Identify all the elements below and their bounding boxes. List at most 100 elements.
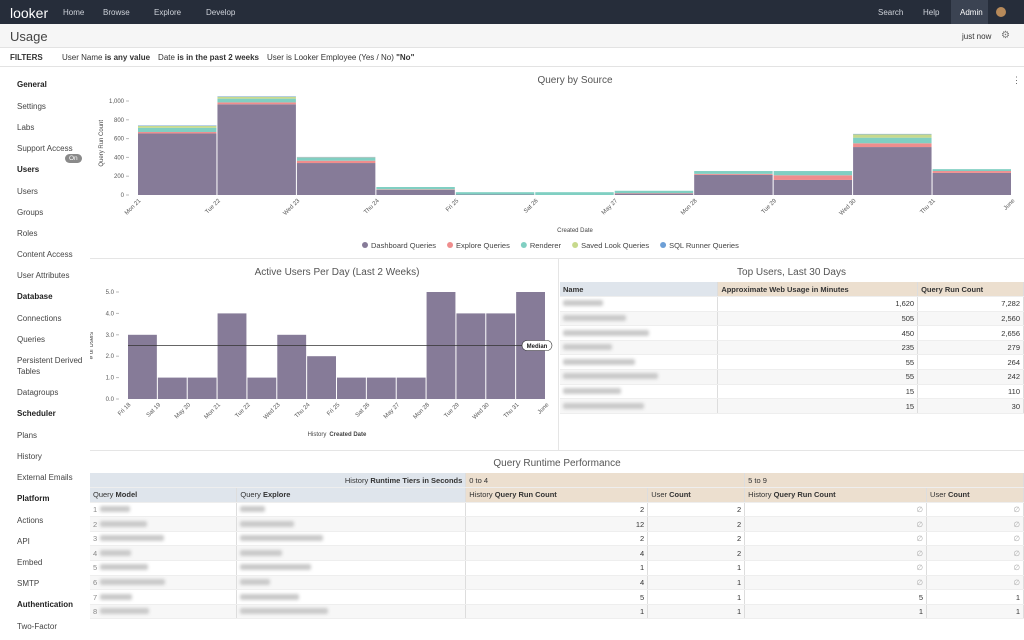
sidebar-link[interactable]: Roles [17, 228, 87, 249]
bar-segment [217, 102, 296, 105]
sidebar-link[interactable]: History [17, 451, 87, 472]
top-users-panel: Top Users, Last 30 Days Name Approximate … [559, 259, 1024, 450]
x-tick-label: Mon 21 [204, 402, 223, 421]
sidebar-link[interactable]: Datagroups [17, 387, 87, 408]
y-tick-label: 2.0 [106, 354, 115, 360]
section-title: Scheduler [17, 409, 56, 418]
number-cell: 15 [717, 384, 919, 400]
blurred-model [100, 549, 132, 556]
column-header[interactable]: History Query Run Count [744, 487, 928, 503]
y-tick-label: 1.0 [106, 376, 115, 382]
column-header[interactable]: User Count [647, 487, 746, 503]
column-header[interactable]: Query Explore [236, 487, 467, 503]
column-view: User [651, 490, 668, 500]
top-users-table: Name Approximate Web Usage in Minutes Quer… [560, 282, 1024, 414]
row: 235 279 [560, 340, 1024, 356]
y-axis-label: Query Run Count [99, 120, 105, 167]
column-header[interactable]: Query Model [90, 487, 238, 503]
name-cell [560, 398, 719, 414]
panel-title: Query Runtime Performance [493, 458, 621, 469]
column-header[interactable]: History Query Run Count [465, 487, 649, 503]
x-axis-label-part: Created Date [329, 432, 367, 438]
nav-link[interactable]: Explore [154, 8, 182, 17]
sidebar-link[interactable]: Groups [17, 207, 87, 228]
filter-item[interactable]: User Name is any value [62, 53, 150, 62]
sidebar-link[interactable]: Two-Factor [17, 621, 87, 640]
number-cell: 2 [465, 502, 649, 518]
runtime-panel: Query Runtime Performance History Runtim… [90, 451, 1024, 640]
sidebar-link[interactable]: Content Access [17, 249, 87, 270]
model-cell: 6 [90, 575, 238, 591]
x-tick-label: Sat 19 [146, 402, 163, 419]
nav-link[interactable]: Home [63, 8, 85, 17]
nav-link[interactable]: Develop [206, 8, 236, 17]
avatar[interactable] [996, 7, 1006, 17]
number-cell: 2 [647, 545, 746, 562]
sidebar-link[interactable]: Settings [17, 101, 87, 122]
sidebar-link[interactable]: External Emails [17, 472, 87, 493]
explore-cell [236, 560, 467, 576]
y-tick-label: 4.0 [106, 311, 115, 317]
explore-cell [236, 531, 467, 547]
number-cell: 1 [647, 560, 746, 576]
sidebar-link[interactable]: API [17, 536, 87, 557]
sidebar-link[interactable]: Support Access On [17, 143, 87, 164]
legend-label: Explore Queries [456, 241, 510, 250]
bar-segment [853, 147, 932, 195]
column-header[interactable]: User Count [926, 487, 1024, 503]
nav-link[interactable]: Help [923, 8, 940, 17]
gear-icon[interactable]: ⚙ [1001, 30, 1010, 41]
blurred-model [100, 520, 148, 527]
sidebar-link-text: Two-Factor [17, 622, 58, 631]
row: 55 242 [560, 369, 1024, 385]
sidebar-link[interactable]: Persistent Derived Tables [17, 355, 87, 387]
nav-link[interactable]: Browse [103, 8, 130, 17]
number-cell: 1 [465, 604, 649, 620]
y-tick-label: 1,000 [109, 99, 125, 105]
sidebar-link[interactable]: Labs [17, 122, 87, 143]
sidebar-link[interactable]: Plans [17, 430, 87, 451]
sidebar-link[interactable]: Queries [17, 334, 87, 355]
toggle-badge[interactable]: On [65, 154, 82, 163]
blurred-explore [240, 549, 283, 556]
y-tick-label: 0 [121, 193, 125, 199]
number-cell: 4 [465, 575, 649, 591]
menu-icon[interactable]: ⋮ [1012, 75, 1021, 85]
nav-link[interactable]: Search [878, 8, 904, 17]
sidebar-link[interactable]: User Attributes [17, 270, 87, 291]
number-cell: 1 [465, 560, 649, 576]
y-tick-label: 800 [114, 118, 125, 124]
sidebar-link-text: Settings [17, 102, 46, 111]
sidebar-link-text: Actions [17, 516, 44, 525]
filter-item[interactable]: Date is in the past 2 weeks [158, 53, 259, 62]
blurred-explore [240, 535, 324, 542]
sidebar-link[interactable]: SMTP [17, 578, 87, 599]
logo[interactable]: looker [10, 5, 49, 21]
filter-item[interactable]: User is Looker Employee (Yes / No) "No" [267, 53, 414, 62]
legend-label: Saved Look Queries [581, 241, 649, 250]
sidebar-link[interactable]: Embed [17, 557, 87, 578]
column-view: History [748, 490, 772, 500]
column-field: Query Run Count [494, 490, 557, 500]
blurred-model [100, 564, 149, 571]
filter-toggle[interactable]: FILTERS [10, 53, 43, 62]
sidebar-link[interactable]: Actions [17, 515, 87, 536]
model-cell: 3 [90, 531, 238, 547]
legend-swatch [572, 242, 579, 248]
column-header[interactable]: Approximate Web Usage in Minutes [717, 282, 919, 298]
sidebar-section: Platform Actions API Embed SMTP [17, 494, 90, 599]
nav-link[interactable]: Admin [960, 8, 983, 17]
section-title: Platform [17, 494, 50, 503]
number-cell: ∅ [744, 531, 928, 547]
x-tick-label: May 20 [174, 402, 193, 421]
number-cell: ∅ [744, 575, 928, 591]
row-index: 2 [93, 519, 98, 529]
sidebar-link[interactable]: Users [17, 186, 87, 207]
blurred-name [563, 300, 603, 307]
bar [187, 377, 217, 399]
number-cell: ∅ [926, 531, 1024, 547]
column-header[interactable]: Name [560, 282, 719, 298]
admin-tab[interactable] [951, 0, 988, 24]
sidebar-link[interactable]: Connections [17, 313, 87, 334]
column-header[interactable]: Query Run Count [917, 282, 1024, 298]
